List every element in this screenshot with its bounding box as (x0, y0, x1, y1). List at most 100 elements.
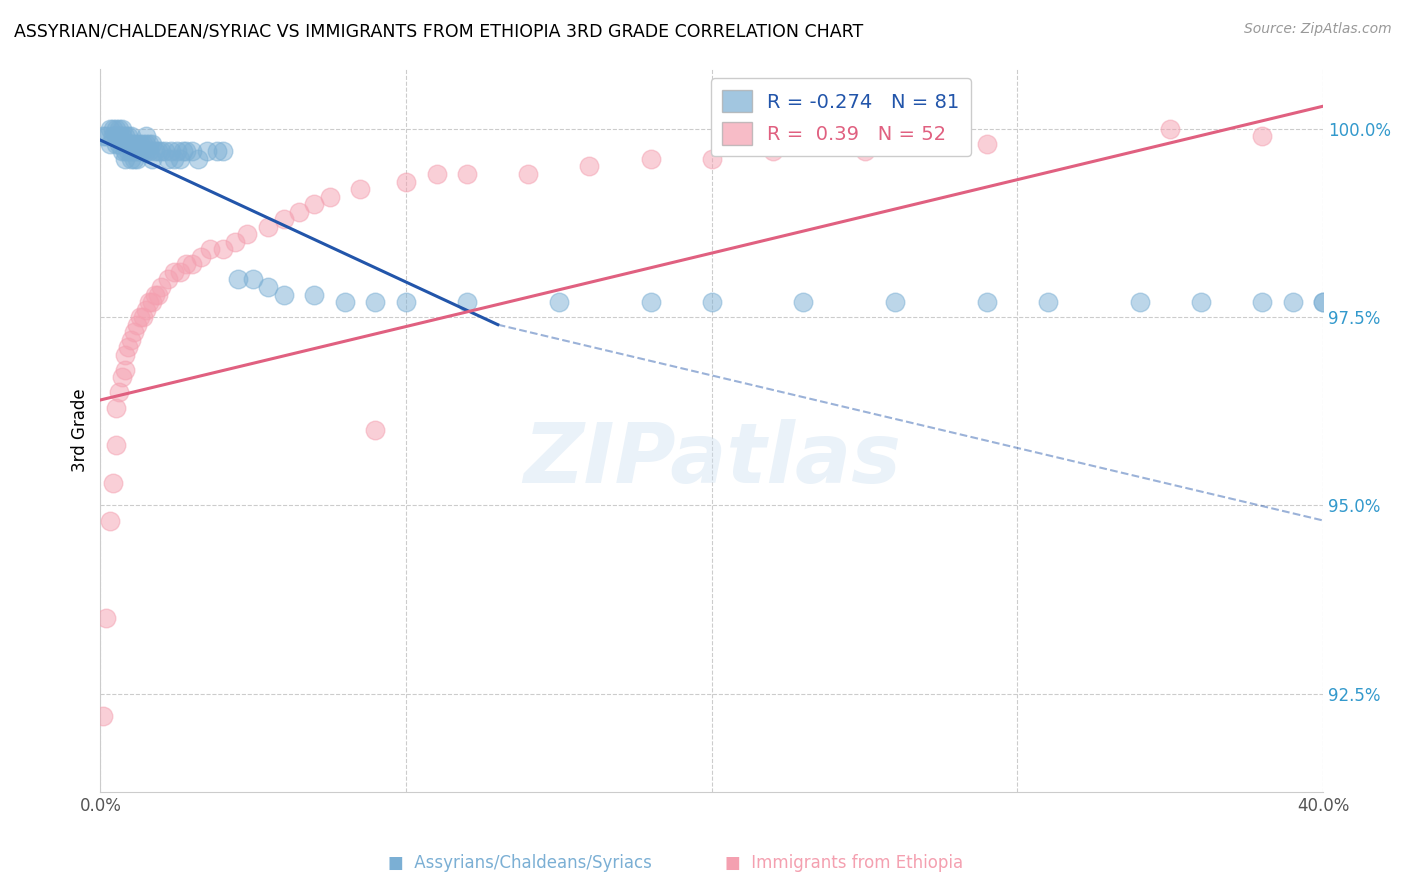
Point (101, 475, 124, 490)
Point (122, 325, 145, 339)
Point (125, 145, 148, 159)
Point (762, 145, 785, 159)
Point (111, 370, 134, 384)
Point (169, 265, 191, 279)
Point (132, 310, 155, 325)
Legend: R = -0.274   N = 81, R =  0.39   N = 52: R = -0.274 N = 81, R = 0.39 N = 52 (710, 78, 972, 156)
Point (135, 136, 157, 151)
Point (104, 438, 127, 452)
Point (129, 136, 152, 151)
Y-axis label: 3rd Grade: 3rd Grade (72, 388, 89, 472)
Point (114, 129, 136, 144)
Point (242, 272, 264, 286)
Point (111, 129, 134, 144)
Point (141, 295, 163, 310)
Point (181, 145, 204, 159)
Point (114, 348, 136, 362)
Point (548, 295, 571, 310)
Point (1251, 295, 1274, 310)
Point (395, 295, 418, 310)
Point (169, 152, 191, 166)
Point (853, 145, 876, 159)
Point (1312, 295, 1334, 310)
Point (211, 145, 233, 159)
Point (174, 145, 197, 159)
Point (426, 167, 449, 181)
Point (135, 145, 157, 159)
Point (517, 167, 540, 181)
Point (114, 136, 136, 151)
Point (1281, 295, 1303, 310)
Text: ZIPatlas: ZIPatlas (523, 418, 901, 500)
Point (107, 121, 129, 136)
Point (236, 227, 259, 242)
Point (104, 129, 127, 144)
Point (884, 295, 907, 310)
Point (129, 310, 152, 325)
Point (98, 514, 121, 528)
Point (257, 219, 280, 234)
Point (122, 152, 145, 166)
Point (98, 136, 121, 151)
Point (150, 145, 173, 159)
Point (135, 129, 157, 144)
Point (156, 152, 179, 166)
Point (700, 152, 723, 166)
Point (96, 611, 118, 625)
Point (120, 129, 142, 144)
Point (120, 145, 142, 159)
Point (205, 145, 228, 159)
Point (117, 145, 139, 159)
Point (107, 136, 129, 151)
Point (195, 145, 218, 159)
Point (114, 363, 136, 377)
Point (640, 295, 662, 310)
Text: Source: ZipAtlas.com: Source: ZipAtlas.com (1244, 22, 1392, 37)
Point (138, 136, 160, 151)
Point (1036, 295, 1059, 310)
Point (976, 136, 998, 151)
Point (456, 295, 478, 310)
Point (163, 152, 186, 166)
Point (304, 197, 326, 211)
Point (107, 129, 129, 144)
Point (104, 136, 127, 151)
Point (578, 160, 600, 174)
Point (159, 145, 181, 159)
Point (1251, 129, 1274, 144)
Point (122, 136, 145, 151)
Point (349, 182, 371, 196)
Point (226, 272, 249, 286)
Point (166, 145, 188, 159)
Point (395, 174, 418, 188)
Point (318, 189, 340, 203)
Point (163, 265, 186, 279)
Point (120, 152, 142, 166)
Point (288, 204, 311, 219)
Point (117, 136, 139, 151)
Point (125, 318, 148, 332)
Point (364, 295, 387, 310)
Point (304, 287, 326, 301)
Point (132, 145, 155, 159)
Point (111, 121, 134, 136)
Point (1129, 295, 1152, 310)
Point (104, 121, 127, 136)
Point (174, 257, 197, 271)
Point (148, 145, 170, 159)
Point (1189, 295, 1212, 310)
Point (93, 129, 115, 144)
Point (107, 385, 129, 400)
Point (257, 280, 280, 294)
Point (190, 250, 212, 264)
Point (153, 145, 176, 159)
Point (172, 145, 194, 159)
Point (122, 145, 145, 159)
Point (138, 145, 160, 159)
Point (148, 287, 170, 301)
Point (114, 152, 136, 166)
Point (125, 136, 148, 151)
Point (456, 167, 478, 181)
Point (117, 340, 139, 354)
Point (111, 145, 134, 159)
